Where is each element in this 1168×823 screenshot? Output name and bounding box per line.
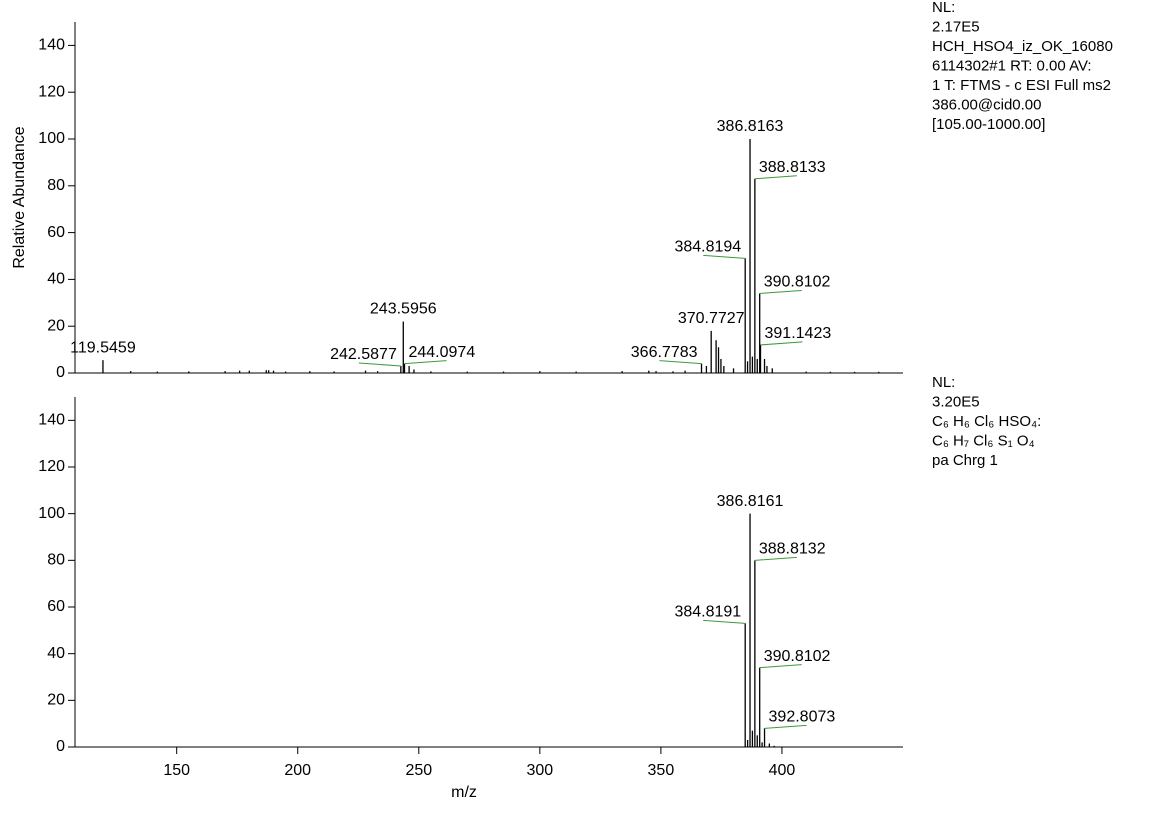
annotation: NL: — [932, 0, 955, 16]
y-tick-label: 80 — [47, 177, 65, 194]
peak-label: 386.8161 — [717, 493, 784, 510]
annotation: 1 T: FTMS - c ESI Full ms2 — [932, 77, 1111, 94]
annotation: C₆ H₆ Cl₆ HSO₄: — [932, 413, 1041, 430]
peak-label: 390.8102 — [764, 274, 831, 291]
x-tick-label: 250 — [405, 762, 432, 779]
leader-line — [703, 619, 746, 624]
leader-line — [754, 556, 797, 561]
y-tick-label: 140 — [38, 37, 65, 54]
peak-label: 384.8194 — [674, 239, 741, 256]
x-axis-label: m/z — [451, 784, 477, 801]
peak-label: 366.7783 — [631, 344, 698, 361]
peak-label: 244.0974 — [408, 344, 475, 361]
y-tick-label: 60 — [47, 224, 65, 241]
y-tick-label: 0 — [56, 738, 65, 755]
y-tick-label: 0 — [56, 364, 65, 381]
annotation: 2.17E5 — [932, 18, 980, 35]
peak-label: 391.1423 — [765, 325, 832, 342]
y-tick-label: 20 — [47, 317, 65, 334]
leader-line — [703, 254, 746, 259]
y-tick-label: 140 — [38, 412, 65, 429]
peak-label: 243.5956 — [370, 301, 437, 318]
peak-label: 386.8163 — [717, 118, 784, 135]
peak-label: 388.8133 — [759, 159, 826, 176]
y-tick-label: 100 — [38, 130, 65, 147]
x-tick-label: 400 — [769, 762, 796, 779]
y-tick-label: 60 — [47, 598, 65, 615]
annotation: 6114302#1 RT: 0.00 AV: — [932, 57, 1092, 74]
y-tick-label: 120 — [38, 458, 65, 475]
x-tick-label: 350 — [648, 762, 675, 779]
peak-label: 388.8132 — [759, 541, 826, 558]
leader-line — [404, 360, 447, 365]
annotation: pa Chrg 1 — [932, 452, 998, 469]
peak-label: 390.8102 — [764, 648, 831, 665]
peak-label: 384.8191 — [674, 604, 741, 621]
leader-line — [759, 289, 802, 294]
x-tick-label: 200 — [284, 762, 311, 779]
y-tick-label: 20 — [47, 692, 65, 709]
annotation: 3.20E5 — [932, 393, 980, 410]
peak-label: 119.5459 — [70, 339, 136, 356]
x-tick-label: 150 — [163, 762, 190, 779]
y-axis-label: Relative Abundance — [11, 126, 28, 268]
y-tick-label: 100 — [38, 505, 65, 522]
leader-line — [754, 175, 797, 180]
leader-line — [764, 724, 807, 729]
leader-line — [759, 664, 802, 669]
y-tick-label: 80 — [47, 552, 65, 569]
y-tick-label: 120 — [38, 83, 65, 100]
x-tick-label: 300 — [526, 762, 553, 779]
peak-label: 242.5877 — [330, 346, 397, 363]
y-tick-label: 40 — [47, 645, 65, 662]
annotation: 386.00@cid0.00 — [932, 96, 1041, 113]
annotation: NL: — [932, 374, 955, 391]
leader-line — [659, 360, 702, 365]
annotation: HCH_HSO4_iz_OK_16080 — [932, 38, 1113, 55]
annotation: [105.00-1000.00] — [932, 116, 1045, 133]
peak-label: 370.7727 — [678, 310, 745, 327]
y-tick-label: 40 — [47, 271, 65, 288]
leader-line — [358, 362, 401, 367]
peak-label: 392.8073 — [769, 709, 836, 726]
leader-line — [760, 341, 803, 346]
annotation: C₆ H₇ Cl₆ S₁ O₄ — [932, 432, 1035, 449]
